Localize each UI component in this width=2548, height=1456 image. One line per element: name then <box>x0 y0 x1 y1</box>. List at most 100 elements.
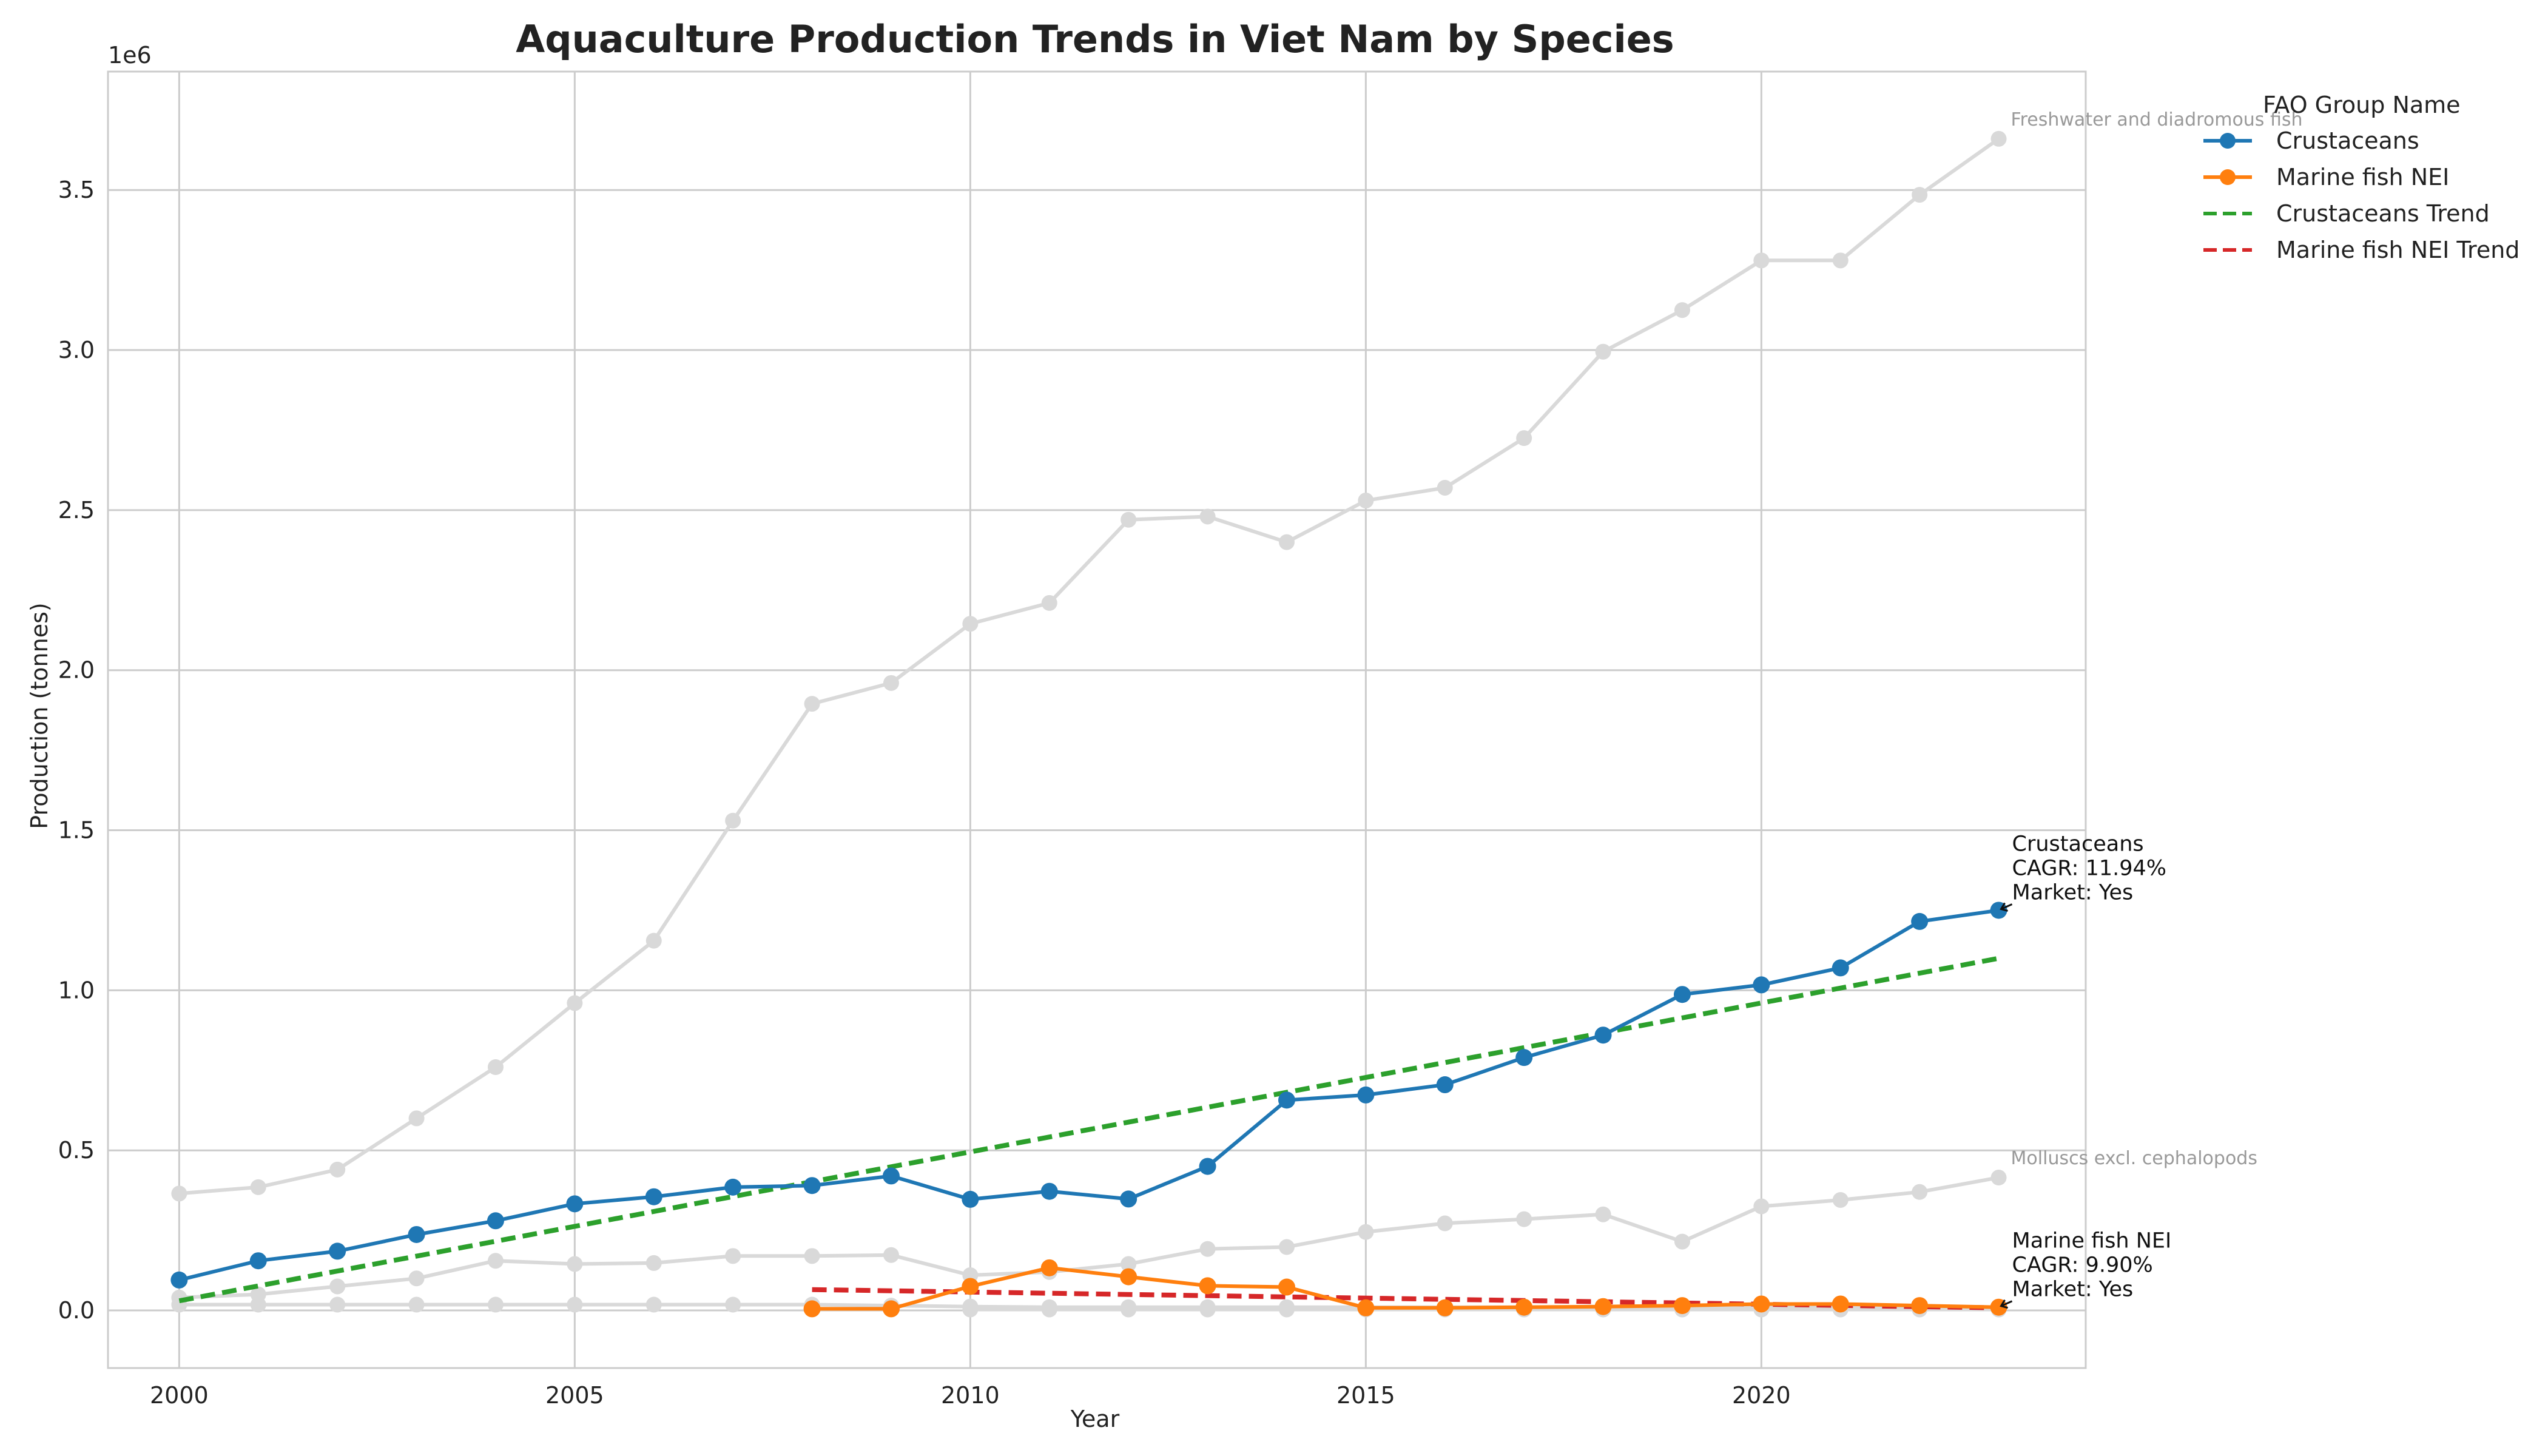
background-series-point <box>1912 1184 1928 1200</box>
crustaceans-point <box>1199 1158 1216 1175</box>
background-series-point <box>645 1296 662 1313</box>
crustaceans-point <box>645 1188 662 1205</box>
background-series-point <box>725 812 741 829</box>
x-tick-label: 2005 <box>545 1382 604 1409</box>
legend-item-crustaceans: Crustaceans <box>2203 127 2419 154</box>
crustaceans-point <box>1832 959 1849 977</box>
legend-item-marine-fish: Marine fish NEI <box>2203 164 2449 190</box>
crustaceans-point <box>1911 912 1929 930</box>
background-series-point <box>1358 493 1374 509</box>
annotation-line: CAGR: 11.94% <box>2012 856 2167 880</box>
background-series-point <box>408 1296 425 1313</box>
background-series-line <box>179 1176 2000 1299</box>
x-tick-label: 2015 <box>1336 1382 1395 1409</box>
legend-title: FAO Group Name <box>2263 92 2461 118</box>
annotation-line: Crustaceans <box>2012 832 2144 856</box>
crustaceans-point <box>1436 1076 1454 1094</box>
crustaceans-point <box>724 1178 742 1196</box>
background-series-point <box>329 1278 346 1295</box>
crustaceans-point <box>170 1271 188 1289</box>
background-series-point <box>567 1296 583 1313</box>
crustaceans-point <box>566 1195 584 1213</box>
crustaceans-point <box>1120 1190 1138 1208</box>
background-series-point <box>1041 595 1057 611</box>
marine-fish-point <box>1832 1295 1849 1313</box>
background-series-point <box>1358 1224 1374 1240</box>
legend-label: Crustaceans <box>2276 127 2419 154</box>
crustaceans-point <box>1357 1086 1375 1104</box>
marine-fish-point <box>1278 1278 1295 1296</box>
marine-fish-point <box>1040 1259 1058 1276</box>
background-series-point <box>1278 534 1295 550</box>
y-tick-label: 0.0 <box>58 1297 95 1324</box>
crustaceans-point <box>1673 986 1691 1003</box>
background-series-point <box>1199 508 1216 525</box>
crustaceans-point <box>487 1212 504 1230</box>
marine-fish-point <box>1911 1297 1929 1315</box>
x-tick-label: 2000 <box>150 1382 209 1409</box>
background-series-point <box>804 1248 820 1264</box>
background-series-point <box>567 1256 583 1272</box>
grid-lines <box>108 72 2086 1368</box>
background-series-point <box>487 1296 504 1313</box>
x-axis-label: Year <box>1070 1406 1120 1432</box>
background-series-point <box>1516 1211 1532 1227</box>
background-series-point <box>962 616 979 632</box>
crustaceans-point <box>962 1190 979 1208</box>
plot-area <box>108 72 2086 1368</box>
legend-item-crustaceans-trend: Crustaceans Trend <box>2203 200 2490 227</box>
background-series-point <box>1990 130 2007 147</box>
background-series-point <box>329 1296 346 1313</box>
marine-fish-point <box>1357 1299 1375 1316</box>
background-series-point <box>1990 1170 2007 1186</box>
background-series-point <box>1121 1256 1137 1272</box>
annotation-line: Market: Yes <box>2012 880 2134 905</box>
background-series-point <box>1278 1301 1295 1318</box>
background-series-point <box>962 1301 979 1318</box>
background-series-point <box>1753 252 1770 269</box>
y-axis-label: Production (tonnes) <box>26 602 53 829</box>
y-tick-label: 1.5 <box>58 817 95 844</box>
background-series-point <box>250 1296 266 1313</box>
background-series-point <box>645 1255 662 1271</box>
marine-fish-point <box>1753 1295 1770 1313</box>
x-axis-ticks: 2000 2005 2010 2015 2020 <box>150 1382 1791 1409</box>
background-series-point <box>1041 1301 1057 1318</box>
y-tick-label: 3.5 <box>58 177 95 203</box>
background-series-point <box>1121 1301 1137 1318</box>
background-series-point <box>1832 252 1849 269</box>
y-axis-ticks: 0.0 0.5 1.0 1.5 2.0 2.5 3.0 3.5 <box>58 177 95 1324</box>
annotation-arrowhead <box>2000 902 2008 912</box>
background-series-point <box>1437 479 1453 496</box>
annotation-arrow <box>2000 1300 2013 1307</box>
plot-frame <box>107 70 2087 1369</box>
background-series-point <box>567 995 583 1011</box>
annotation-arrowhead <box>2000 1299 2008 1309</box>
crustaceans-point <box>408 1225 425 1243</box>
legend-label: Marine fish NEI Trend <box>2276 237 2519 263</box>
background-series-point <box>883 1247 899 1263</box>
background-series-point <box>1674 302 1690 318</box>
y-tick-label: 2.5 <box>58 497 95 524</box>
crustaceans-line <box>178 908 2000 1282</box>
crustaceans-point <box>249 1252 267 1270</box>
background-series-point <box>1121 511 1137 528</box>
crustaceans-point <box>882 1167 900 1185</box>
background-series-point <box>725 1248 741 1264</box>
background-series-point <box>171 1185 187 1202</box>
background-series-point <box>725 1296 741 1313</box>
annotations: Freshwater and diadromous fish Molluscs e… <box>2000 109 2303 1309</box>
marine-fish-point <box>1120 1268 1138 1286</box>
background-series-point <box>804 696 820 712</box>
background-series-point <box>1595 343 1611 360</box>
background-series-point <box>1278 1239 1295 1255</box>
annotation-label: Molluscs excl. cephalopods <box>2011 1148 2257 1169</box>
background-series-line <box>179 137 2000 1196</box>
crustaceans-point <box>1594 1026 1612 1044</box>
marine-fish-point <box>803 1300 821 1318</box>
y-axis-offset-label: 1e6 <box>108 42 152 69</box>
annotation-line: Marine fish NEI <box>2012 1229 2172 1253</box>
background-series-point <box>329 1161 346 1178</box>
background-series-point <box>250 1179 266 1195</box>
